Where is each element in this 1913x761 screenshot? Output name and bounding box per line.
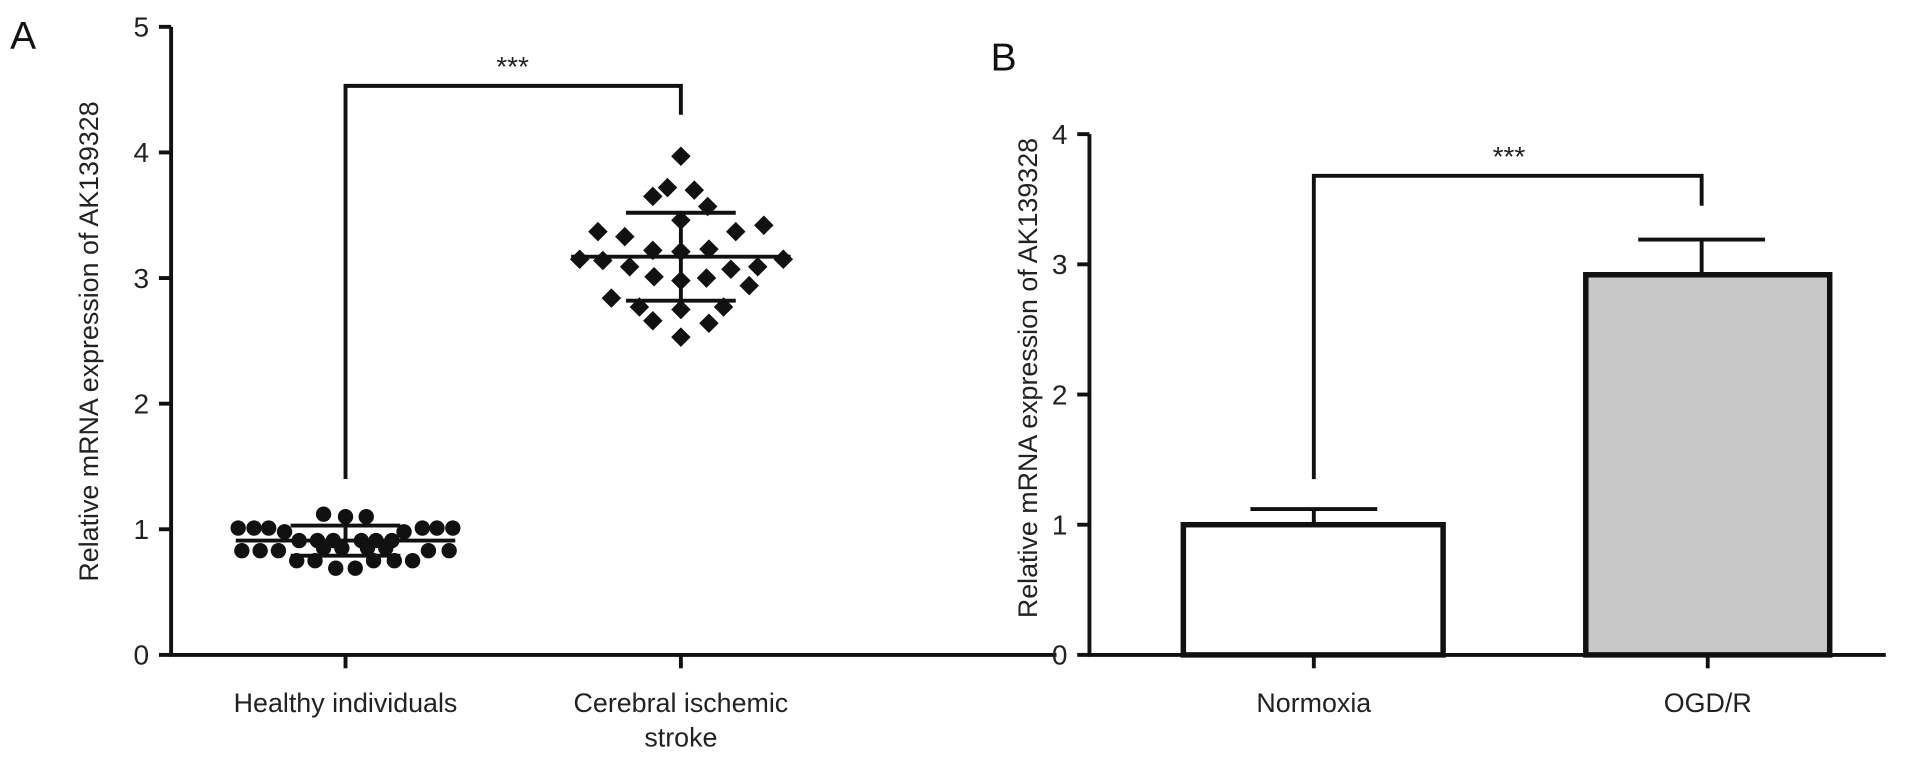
data-point-healthy [396, 524, 412, 540]
data-point-stroke [643, 186, 663, 207]
data-point-healthy [328, 560, 344, 576]
data-point-stroke [726, 221, 746, 242]
data-point-stroke [671, 299, 691, 320]
panel-label-a: A [10, 15, 36, 58]
bar-normoxia [1180, 521, 1446, 658]
data-point-healthy [404, 553, 421, 569]
significance-label-a: *** [496, 51, 529, 82]
data-point-healthy [429, 520, 445, 536]
data-point-stroke [671, 327, 691, 347]
bar-ogdr [1583, 272, 1833, 658]
data-point-stroke [739, 275, 759, 296]
significance-bracket-b [1311, 173, 1704, 480]
y-tick-label: 0 [1052, 640, 1068, 671]
data-point-stroke [699, 239, 719, 259]
panel-b: B Relative mRNA expression of AK139328 0… [991, 37, 1886, 718]
data-point-stroke [569, 249, 590, 269]
x-tick-label-normoxia: Normoxia [1256, 688, 1371, 718]
data-point-stroke [754, 215, 774, 236]
panel-a: A Relative mRNA expression of AK139328 0… [10, 12, 1057, 752]
data-point-stroke [747, 256, 768, 277]
data-point-healthy [359, 540, 376, 556]
data-point-stroke [773, 249, 794, 269]
data-point-healthy [337, 509, 354, 525]
data-point-healthy [420, 542, 437, 559]
data-point-stroke [684, 180, 705, 200]
significance-label-b: *** [1493, 141, 1526, 172]
x-tick-label-healthy: Healthy individuals [234, 688, 458, 718]
data-point-stroke [721, 259, 741, 280]
data-point-stroke [588, 221, 608, 242]
data-point-stroke [671, 146, 691, 166]
data-point-stroke [713, 297, 734, 317]
data-point-healthy [315, 540, 332, 556]
y-tick-label: 0 [134, 640, 150, 671]
significance-bracket-a [343, 83, 683, 480]
data-point-stroke [696, 268, 717, 288]
data-point-healthy [315, 506, 332, 522]
y-tick-label: 3 [134, 263, 150, 294]
data-point-stroke [593, 250, 613, 271]
x-tick-label-stroke: Cerebral ischemic stroke [574, 688, 789, 752]
y-axis-label-a: Relative mRNA expression of AK139328 [74, 101, 104, 581]
data-point-healthy [378, 540, 394, 556]
data-point-healthy [358, 509, 374, 525]
y-tick-label: 1 [134, 514, 150, 545]
data-point-healthy [445, 520, 461, 536]
panel-label-b: B [991, 37, 1017, 80]
data-point-healthy [414, 520, 431, 536]
data-point-stroke [644, 267, 664, 287]
data-point-healthy [246, 520, 262, 536]
y-tick-label: 2 [134, 388, 150, 419]
data-point-stroke [615, 226, 635, 247]
data-point-stroke [699, 313, 719, 334]
data-point-healthy [441, 542, 457, 559]
y-tick-label: 4 [1052, 119, 1068, 150]
data-point-stroke [657, 177, 678, 198]
data-point-stroke [601, 288, 622, 308]
data-point-healthy [347, 560, 363, 576]
data-point-healthy [252, 542, 268, 559]
data-point-healthy [270, 542, 287, 559]
data-point-stroke [619, 256, 640, 277]
y-tick-label: 1 [1052, 509, 1068, 540]
y-tick-label: 5 [134, 12, 150, 43]
data-point-stroke [643, 311, 663, 331]
data-point-healthy [234, 542, 250, 559]
y-tick-label: 2 [1052, 379, 1068, 410]
data-point-healthy [230, 520, 246, 536]
data-point-healthy [276, 524, 293, 540]
y-tick-label: 3 [1052, 249, 1068, 280]
data-point-healthy [260, 520, 277, 536]
y-axis-label-b: Relative mRNA expression of AK139328 [1013, 138, 1043, 618]
y-tick-label: 4 [134, 137, 150, 168]
x-tick-label-ogdr: OGD/R [1664, 688, 1752, 718]
